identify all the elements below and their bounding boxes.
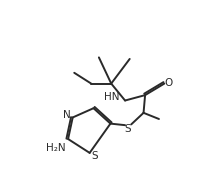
Text: H₂N: H₂N [46, 143, 66, 153]
Text: S: S [91, 151, 98, 161]
Text: O: O [164, 78, 172, 88]
Text: N: N [63, 110, 71, 120]
Text: S: S [125, 124, 132, 134]
Text: HN: HN [104, 93, 120, 103]
